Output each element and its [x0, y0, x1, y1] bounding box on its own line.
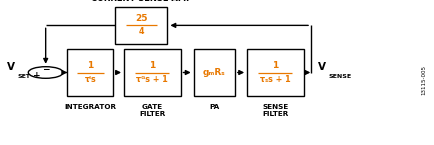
Text: SENSE
FILTER: SENSE FILTER — [262, 104, 288, 117]
Text: −: − — [42, 65, 49, 74]
Text: τᴳs + 1: τᴳs + 1 — [136, 75, 168, 84]
Text: INTEGRATOR: INTEGRATOR — [64, 104, 116, 110]
Bar — [124, 49, 180, 96]
Text: V: V — [317, 62, 325, 72]
Text: gₘRₛ: gₘRₛ — [202, 68, 225, 77]
Text: +: + — [33, 71, 40, 80]
Bar — [67, 49, 113, 96]
Bar — [247, 49, 303, 96]
Text: 4: 4 — [138, 27, 144, 36]
Text: τᴵs: τᴵs — [84, 75, 96, 84]
Text: 25: 25 — [135, 14, 147, 23]
Text: τₛs + 1: τₛs + 1 — [260, 75, 290, 84]
Text: 13115-005: 13115-005 — [421, 65, 426, 95]
Bar — [193, 49, 234, 96]
Text: SENSE: SENSE — [328, 74, 351, 79]
Text: 1: 1 — [149, 61, 155, 70]
Text: SET: SET — [17, 74, 30, 79]
Text: PA: PA — [209, 104, 219, 110]
Text: 1: 1 — [272, 61, 278, 70]
Text: 1: 1 — [87, 61, 93, 70]
Text: CURRENT SENSE AMP: CURRENT SENSE AMP — [91, 0, 191, 3]
Bar — [115, 7, 167, 44]
Text: GATE
FILTER: GATE FILTER — [139, 104, 165, 117]
Text: V: V — [7, 62, 14, 72]
